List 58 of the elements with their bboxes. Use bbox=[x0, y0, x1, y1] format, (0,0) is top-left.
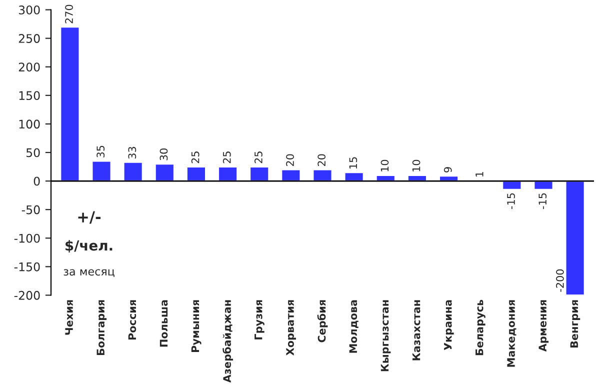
y-tick-label: 50 bbox=[26, 148, 40, 158]
y-tick-label: 150 bbox=[19, 91, 40, 100]
y-tick-label: -100 bbox=[14, 234, 40, 243]
data-label: 270 bbox=[65, 4, 73, 24]
data-label: 30 bbox=[160, 148, 168, 160]
y-tick-label: -50 bbox=[22, 205, 40, 214]
data-label: 15 bbox=[349, 157, 358, 168]
data-label: 9 bbox=[444, 167, 452, 172]
x-tick-label: Чехия bbox=[65, 300, 73, 335]
data-label: 10 bbox=[412, 160, 420, 172]
x-tick-label: Сербия bbox=[317, 300, 328, 342]
y-tick-label: -200 bbox=[14, 290, 40, 300]
y-tick-label: 300 bbox=[18, 6, 40, 14]
x-tick-label: Грузия bbox=[254, 300, 264, 340]
data-label: -15 bbox=[538, 193, 547, 209]
y-tick-label: 250 bbox=[18, 34, 40, 43]
y-tick-label: -150 bbox=[14, 262, 40, 272]
annotation: $/чел. bbox=[66, 240, 112, 253]
y-tick-label: 200 bbox=[18, 62, 40, 72]
x-tick-label: Беларусь bbox=[476, 300, 486, 356]
data-label: 20 bbox=[286, 154, 294, 166]
bar bbox=[154, 163, 175, 182]
data-label: -15 bbox=[507, 193, 515, 209]
data-label: 25 bbox=[254, 152, 262, 164]
bar bbox=[186, 166, 206, 182]
x-tick-label: Армения bbox=[538, 300, 549, 352]
x-tick-label: Украина bbox=[444, 300, 454, 350]
bar bbox=[564, 180, 586, 296]
x-tick-label: Хорватия bbox=[286, 300, 296, 356]
x-tick-label: Казахстан bbox=[412, 300, 420, 360]
y-tick-label: 100 bbox=[19, 120, 40, 129]
annotation: +/- bbox=[78, 211, 101, 224]
data-label: 1 bbox=[476, 172, 484, 176]
data-label: 35 bbox=[96, 146, 105, 158]
x-tick-label: Кыргызстан bbox=[380, 300, 391, 372]
x-tick-label: Венгрия bbox=[570, 300, 580, 348]
x-tick-label: Россия bbox=[128, 300, 136, 340]
bar bbox=[249, 166, 270, 182]
x-tick-label: Болгария bbox=[96, 300, 107, 356]
bar bbox=[91, 160, 112, 182]
bar bbox=[502, 180, 522, 190]
bar bbox=[218, 166, 238, 182]
data-label: 20 bbox=[318, 154, 326, 166]
data-label: 25 bbox=[191, 152, 200, 164]
x-tick-label: Польша bbox=[160, 300, 168, 347]
annotation: за месяц bbox=[64, 269, 114, 277]
bar bbox=[122, 162, 144, 182]
y-tick-label: 0 bbox=[34, 176, 40, 186]
x-tick-label: Молдова bbox=[349, 300, 358, 353]
bar bbox=[533, 180, 554, 190]
data-label: 10 bbox=[380, 160, 389, 172]
x-tick-label: Македония bbox=[507, 300, 516, 367]
bar bbox=[60, 26, 80, 182]
data-label: 25 bbox=[222, 152, 231, 164]
x-tick-label: Румыния bbox=[191, 300, 202, 352]
data-label: 33 bbox=[128, 146, 136, 159]
data-label: -200 bbox=[556, 269, 564, 292]
x-tick-label: Азербайджан bbox=[222, 300, 233, 383]
